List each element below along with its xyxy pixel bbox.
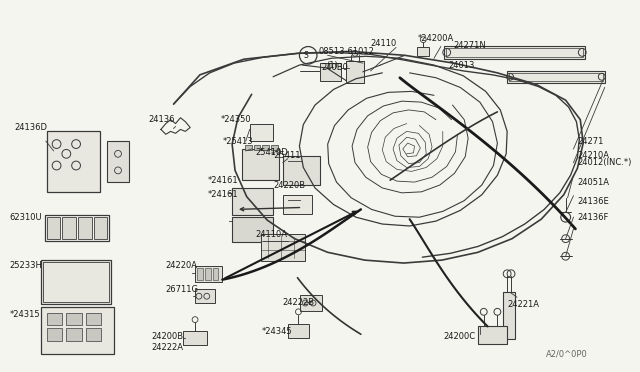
Bar [417, 46, 429, 56]
Text: 24136F: 24136F [577, 213, 609, 222]
Text: *24161: *24161 [208, 176, 238, 185]
Bar [271, 145, 278, 150]
Bar [47, 328, 63, 341]
Bar [507, 71, 605, 83]
Text: (1): (1) [327, 61, 339, 70]
Bar [244, 145, 252, 150]
Bar [478, 327, 507, 344]
Text: 24012(INC.*): 24012(INC.*) [577, 158, 632, 167]
Bar [43, 262, 109, 302]
Bar [183, 331, 207, 345]
Text: 24221A: 24221A [507, 301, 539, 310]
Bar [47, 131, 100, 192]
Bar [86, 313, 101, 326]
Bar [262, 145, 269, 150]
Text: 25233H: 25233H [10, 262, 43, 270]
Text: 24051A: 24051A [577, 177, 609, 187]
Bar [93, 217, 108, 239]
Bar [67, 328, 82, 341]
Bar [261, 234, 305, 261]
Bar [212, 268, 218, 280]
Text: 24110: 24110 [371, 39, 397, 48]
Bar [67, 313, 82, 326]
Text: *24350: *24350 [220, 115, 251, 124]
Text: *25411: *25411 [271, 151, 301, 160]
Text: 24271: 24271 [577, 137, 604, 145]
Text: 240B0: 240B0 [322, 64, 349, 73]
Text: *24345: *24345 [261, 327, 292, 336]
Bar [63, 217, 76, 239]
Text: 24220B: 24220B [273, 180, 305, 189]
Bar [253, 145, 260, 150]
Bar [41, 307, 114, 354]
Text: A2/0^0P0: A2/0^0P0 [546, 349, 588, 358]
Bar [232, 188, 273, 215]
Bar [283, 195, 312, 214]
Bar [242, 149, 279, 180]
Text: *24315: *24315 [10, 310, 40, 319]
Bar [503, 292, 515, 339]
Text: 62310U: 62310U [10, 213, 42, 222]
Text: 24110A: 24110A [255, 230, 287, 239]
Bar [346, 61, 364, 83]
Bar [509, 73, 603, 81]
Bar [300, 295, 322, 311]
Text: 24136: 24136 [148, 115, 175, 124]
Bar [47, 313, 63, 326]
Text: 24222B: 24222B [283, 298, 315, 307]
Text: 24220A: 24220A [166, 262, 198, 270]
Bar [195, 266, 222, 282]
Bar [445, 48, 583, 57]
Text: 24136E: 24136E [577, 197, 609, 206]
Text: 26711G: 26711G [166, 285, 199, 294]
Bar [47, 217, 60, 239]
Text: 24271N: 24271N [454, 41, 486, 50]
Bar [195, 289, 214, 303]
Bar [320, 63, 341, 81]
Bar [197, 268, 203, 280]
Text: *24161: *24161 [208, 190, 238, 199]
Bar [205, 268, 211, 280]
Text: 24210A: 24210A [577, 151, 609, 160]
Text: 08513-61012: 08513-61012 [319, 47, 375, 56]
Bar [86, 328, 101, 341]
Text: 25410D: 25410D [255, 148, 288, 157]
Bar [108, 141, 129, 182]
Text: 24222A: 24222A [151, 343, 183, 352]
Bar [444, 45, 585, 59]
Text: 24136D: 24136D [15, 123, 47, 132]
Bar [45, 215, 109, 241]
Bar [288, 324, 309, 338]
Text: *24200A: *24200A [417, 34, 454, 43]
Text: *25413: *25413 [222, 137, 253, 145]
Bar [41, 260, 111, 304]
Bar [250, 124, 273, 141]
Text: S: S [304, 51, 308, 60]
Bar [232, 217, 273, 241]
Text: 24013: 24013 [449, 61, 475, 70]
Text: 24200B: 24200B [151, 332, 183, 341]
Bar [78, 217, 92, 239]
Bar [283, 156, 320, 185]
Text: 24200C: 24200C [444, 332, 476, 341]
